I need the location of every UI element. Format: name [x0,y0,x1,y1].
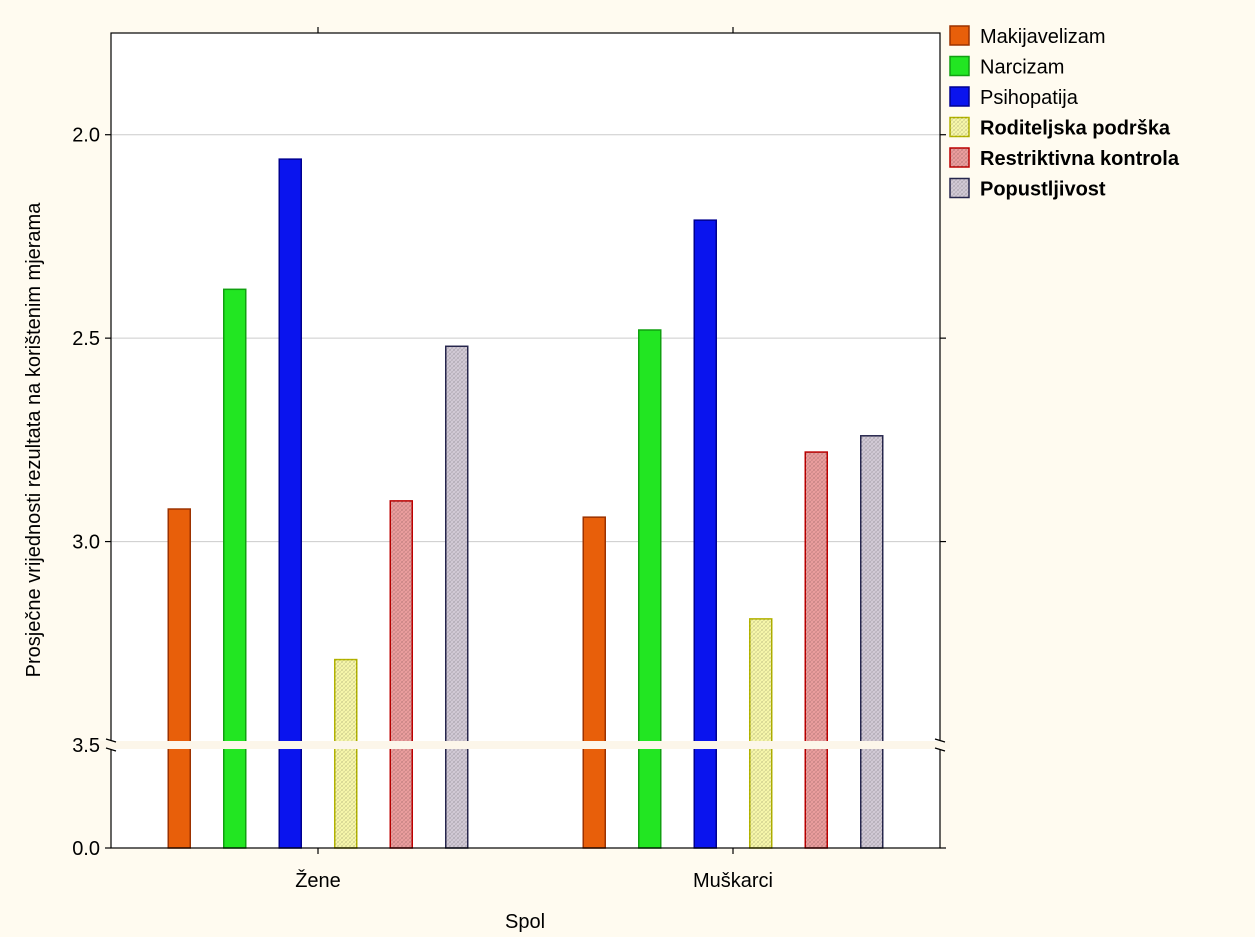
legend-swatch-hatch-5 [950,148,969,167]
bar-1-1 [167,508,191,849]
bar-hatch-4-2 [749,618,772,848]
bar-hatch-4-1 [334,659,357,848]
legend-label-6: Popustljivost [980,179,1106,201]
legend-swatch-hatch-6 [950,178,969,198]
bar-hatch-6-1 [445,346,468,848]
legend-label-4: Roditeljska podrška [980,118,1171,140]
y-axis-label: Prosječne vrijednosti rezultata na koriš… [23,202,45,678]
axis-break-mark [105,738,117,743]
legend-swatch-3 [949,86,970,107]
axis-break-mark [934,738,946,743]
bar-hatch-5-2 [805,452,828,848]
legend-label-5: Restriktivna kontrola [980,148,1180,170]
x-axis-label: Spol [505,911,545,933]
axis-break-band [100,741,950,749]
axis-break-mark [105,747,117,752]
y-tick-label: 2.0 [72,125,100,147]
plot-area [111,33,940,848]
legend-swatch-2 [949,55,970,77]
bar-3-2 [693,219,717,849]
y-tick-label: 3.5 [72,735,100,757]
legend: Makijavelizam Narcizam Psihopatija Roditelj… [949,25,1180,201]
axis-break-mark [934,747,946,752]
x-tick-label: Muškarci [693,870,773,892]
axis-break [100,738,950,752]
bars [167,158,884,849]
plot-frame [110,32,941,849]
bar-2-2 [638,329,662,849]
y-tick-label: 3.0 [72,532,100,554]
legend-swatch-hatch-4 [950,117,969,137]
tick-labels: 0.0 2.0 2.5 3.0 3.5 Žene Muškarci [72,125,773,892]
y-tick-label: 0.0 [72,838,100,860]
bar-1-2 [582,516,606,849]
axes [105,27,946,854]
y-tick-label: 2.5 [72,328,100,350]
legend-label-1: Makijavelizam [980,26,1106,48]
grid-lines [111,134,940,543]
legend-label-2: Narcizam [980,57,1064,79]
x-tick-label: Žene [295,869,341,892]
legend-swatch-1 [949,25,970,46]
bar-hatch-6-2 [860,435,883,848]
legend-label-3: Psihopatija [980,87,1079,109]
bar-2-1 [223,288,247,849]
bar-hatch-5-1 [390,500,413,848]
